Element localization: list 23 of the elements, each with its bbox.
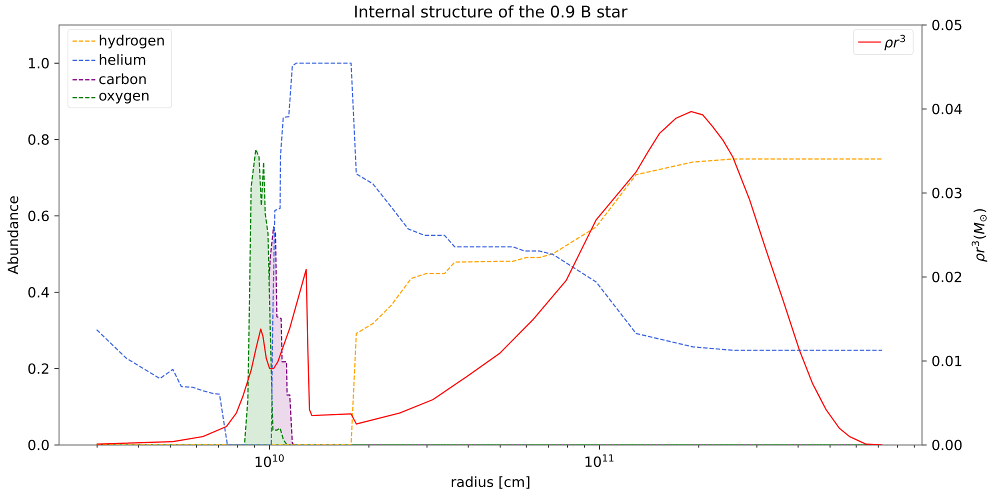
legend-label: ρr$^{3}$ — [884, 34, 906, 50]
y2-tick-label: 0.03 — [932, 188, 962, 198]
x-tick-label: 10$^{10}$ — [256, 454, 284, 468]
legend-label: carbon — [99, 73, 146, 84]
chart-title: Internal structure of the 0.9 B star — [355, 5, 628, 18]
y2-tick-label: 0.01 — [932, 356, 962, 366]
y-tick-label: 0.4 — [28, 286, 49, 298]
y2-tick-label: 0.05 — [932, 20, 962, 30]
y-axis-title: Abundance — [7, 196, 18, 274]
y2-tick-label: 0.00 — [932, 440, 962, 450]
y-tick-label: 0.0 — [28, 440, 49, 450]
x-tick-label: 10$^{11}$ — [586, 454, 614, 467]
legend-label: helium — [100, 54, 146, 65]
y-tick-label: 1.0 — [28, 58, 49, 68]
y2-tick-label: 0.02 — [932, 272, 962, 282]
x-axis-title: radius [cm] — [452, 476, 530, 489]
legend-label: hydrogen — [100, 34, 164, 48]
legend-label: oxygen — [99, 92, 148, 104]
y2-axis-title: ρr$^{3}$(M$_{⊙}$) — [972, 209, 988, 262]
y-tick-label: 0.6 — [28, 210, 49, 222]
y-tick-label: 0.8 — [28, 134, 49, 145]
y2-tick-label: 0.04 — [932, 104, 962, 114]
y-tick-label: 0.2 — [28, 363, 48, 374]
